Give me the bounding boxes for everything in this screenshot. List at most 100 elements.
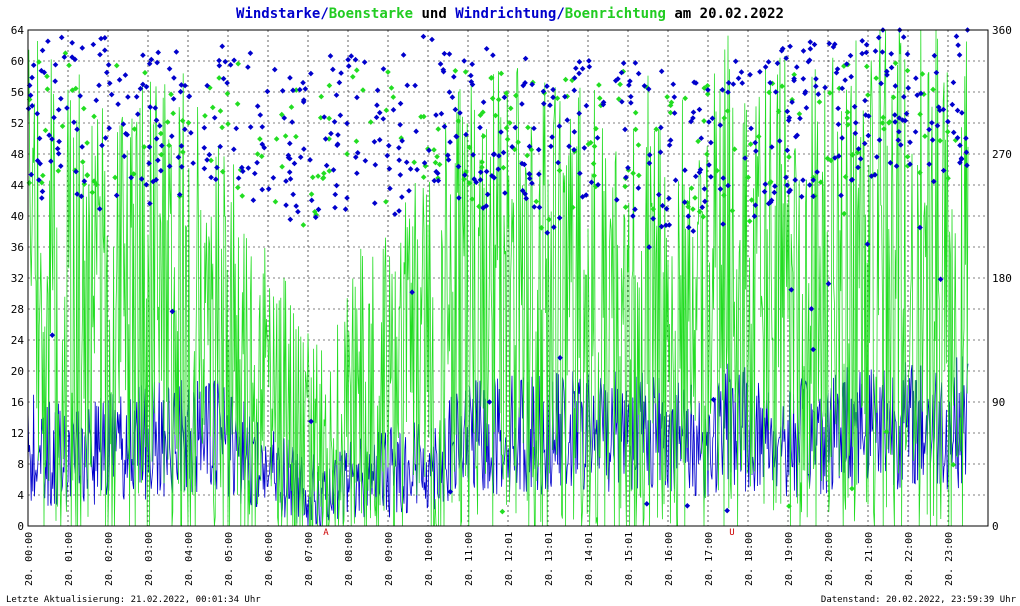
direction-point bbox=[385, 69, 391, 75]
direction-point bbox=[905, 85, 912, 91]
direction-point bbox=[635, 185, 642, 191]
direction-point bbox=[437, 61, 444, 67]
direction-point bbox=[765, 200, 772, 207]
direction-point bbox=[854, 149, 861, 156]
direction-point bbox=[663, 222, 669, 229]
direction-point bbox=[940, 167, 947, 174]
direction-point bbox=[354, 150, 361, 156]
direction-point bbox=[912, 129, 919, 135]
direction-point bbox=[498, 70, 505, 77]
direction-point bbox=[270, 174, 277, 181]
direction-point bbox=[461, 58, 467, 64]
direction-point bbox=[849, 485, 855, 492]
direction-point bbox=[738, 69, 745, 75]
direction-point bbox=[486, 399, 493, 405]
chart-title: Windstarke/Boenstarke und Windrichtung/B… bbox=[236, 6, 784, 22]
direction-point bbox=[626, 82, 632, 88]
x-tick-label: 20. 08:00 bbox=[344, 532, 355, 586]
direction-point bbox=[483, 45, 490, 52]
direction-point bbox=[216, 57, 222, 64]
direction-point bbox=[526, 171, 533, 177]
direction-point bbox=[808, 306, 815, 312]
direction-point bbox=[896, 115, 902, 121]
direction-point bbox=[40, 172, 46, 179]
direction-point bbox=[556, 167, 563, 174]
y-left-tick-label: 16 bbox=[11, 396, 24, 409]
direction-point bbox=[345, 56, 351, 63]
direction-point bbox=[701, 85, 708, 91]
x-tick-label: 20. 01:00 bbox=[64, 532, 75, 586]
x-tick-label: 20. 10:00 bbox=[424, 532, 435, 586]
direction-point bbox=[301, 97, 307, 103]
x-tick-label: 20. 11:00 bbox=[464, 532, 475, 586]
direction-point bbox=[219, 43, 226, 50]
x-tick-label: 20. 04:00 bbox=[184, 532, 195, 586]
direction-point bbox=[290, 191, 296, 198]
direction-point bbox=[488, 75, 494, 81]
direction-point bbox=[886, 119, 892, 126]
direction-point bbox=[328, 130, 334, 137]
direction-point bbox=[793, 133, 799, 140]
direction-point bbox=[354, 170, 360, 177]
direction-point bbox=[483, 168, 490, 175]
direction-point bbox=[949, 101, 956, 108]
direction-point bbox=[265, 186, 272, 192]
direction-point bbox=[36, 59, 42, 65]
direction-point bbox=[555, 159, 561, 166]
direction-point bbox=[529, 180, 535, 186]
direction-point bbox=[863, 41, 870, 48]
direction-point bbox=[917, 169, 923, 176]
direction-point bbox=[290, 87, 296, 94]
direction-point bbox=[682, 167, 688, 174]
direction-point bbox=[217, 108, 224, 114]
direction-point bbox=[96, 82, 102, 89]
direction-point bbox=[554, 95, 561, 102]
direction-point bbox=[112, 174, 118, 181]
direction-point bbox=[176, 191, 183, 198]
direction-point bbox=[326, 168, 333, 174]
direction-point bbox=[847, 52, 854, 59]
direction-point bbox=[571, 146, 577, 153]
direction-point bbox=[931, 178, 937, 185]
direction-point bbox=[56, 138, 62, 145]
direction-point bbox=[762, 64, 769, 70]
direction-point bbox=[216, 62, 223, 69]
y-left-tick-label: 12 bbox=[11, 427, 24, 440]
direction-point bbox=[746, 218, 753, 224]
direction-point bbox=[776, 138, 783, 144]
direction-point bbox=[874, 154, 880, 160]
direction-point bbox=[461, 172, 468, 178]
direction-point bbox=[630, 170, 636, 177]
direction-point bbox=[590, 160, 597, 167]
direction-point bbox=[786, 154, 792, 160]
direction-point bbox=[29, 103, 35, 109]
direction-point bbox=[432, 159, 439, 166]
direction-point bbox=[315, 173, 321, 179]
y-right-tick-label: 270 bbox=[992, 148, 1012, 161]
direction-point bbox=[504, 136, 511, 143]
direction-point bbox=[362, 157, 369, 164]
direction-point bbox=[696, 106, 703, 113]
direction-point bbox=[957, 142, 963, 149]
direction-point bbox=[579, 194, 586, 200]
direction-point bbox=[551, 224, 557, 230]
direction-point bbox=[452, 106, 459, 113]
direction-point bbox=[550, 86, 556, 93]
y-left-tick-label: 36 bbox=[11, 241, 24, 254]
direction-point bbox=[586, 63, 593, 70]
direction-point bbox=[190, 160, 196, 166]
direction-point bbox=[259, 124, 266, 130]
direction-point bbox=[287, 75, 293, 81]
direction-point bbox=[397, 100, 404, 107]
direction-point bbox=[409, 289, 415, 295]
direction-point bbox=[436, 161, 443, 168]
direction-point bbox=[625, 164, 631, 171]
direction-point bbox=[185, 119, 192, 126]
direction-point bbox=[933, 69, 940, 76]
direction-point bbox=[547, 102, 553, 108]
direction-point bbox=[217, 143, 223, 150]
direction-point bbox=[469, 196, 475, 202]
direction-point bbox=[839, 135, 845, 141]
direction-point bbox=[333, 182, 340, 189]
